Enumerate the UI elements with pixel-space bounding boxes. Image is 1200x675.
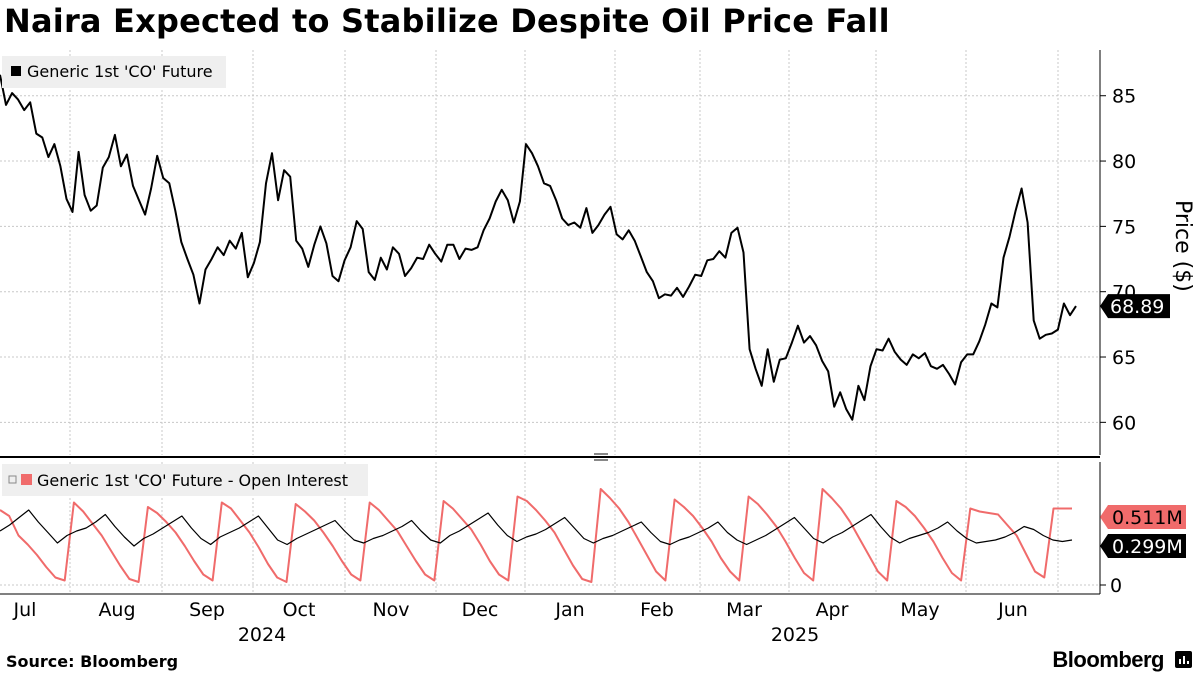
x-tick-label: Jun <box>997 599 1028 621</box>
x-tick-label: Mar <box>726 599 762 621</box>
x-tick-label: Jan <box>554 599 584 621</box>
axes <box>0 50 1106 595</box>
x-tick-label: May <box>900 599 939 621</box>
y-tick-label: 85 <box>1112 86 1136 108</box>
last-price-badge <box>1100 294 1170 319</box>
chart-title: Naira Expected to Stabilize Despite Oil … <box>4 2 890 40</box>
x-tick-label: Sep <box>189 599 225 621</box>
bloomberg-mark-icon <box>1175 651 1192 668</box>
x-year-label: 2025 <box>771 624 819 646</box>
x-tick-label: Oct <box>283 599 316 621</box>
legend-top-bg <box>2 56 226 88</box>
panel-resize-handle <box>594 459 608 461</box>
y-tick-label: 75 <box>1112 216 1136 238</box>
y-tick-label-oi: 0 <box>1110 575 1122 597</box>
y-tick-label: 60 <box>1112 412 1136 434</box>
last-price-label: 68.89 <box>1110 296 1164 318</box>
last-oi-badge <box>1100 505 1186 529</box>
source-note: Source: Bloomberg <box>6 652 179 671</box>
y-axis-title: Price ($) <box>1170 200 1195 292</box>
legend-top-swatch <box>11 66 21 76</box>
legend-bottom-label: Generic 1st 'CO' Future - Open Interest <box>37 471 348 490</box>
last-oi-secondary-badge <box>1100 534 1186 558</box>
x-year-label: 2024 <box>238 624 286 646</box>
marks <box>0 74 1077 583</box>
x-tick-label: Nov <box>372 599 409 621</box>
legend-bottom-expand-icon <box>8 475 17 484</box>
legend-bottom-bg <box>2 464 368 496</box>
price-series-line <box>0 74 1077 421</box>
last-oi-secondary-label: 0.299M <box>1112 536 1183 558</box>
x-tick-label: Dec <box>462 599 499 621</box>
y-tick-label: 80 <box>1112 151 1136 173</box>
y-tick-label: 65 <box>1112 347 1136 369</box>
x-tick-label: Apr <box>816 599 849 621</box>
legend-top-label: Generic 1st 'CO' Future <box>27 62 213 81</box>
open-interest-line <box>0 488 1072 583</box>
x-tick-label: Aug <box>98 599 135 621</box>
panel-resize-handle <box>594 453 608 455</box>
x-tick-label: Feb <box>640 599 674 621</box>
grid <box>0 50 1100 594</box>
bloomberg-logo: Bloomberg <box>1052 647 1164 672</box>
x-tick-label: Jul <box>13 599 37 621</box>
open-interest-secondary-line <box>0 509 1073 547</box>
legend-bottom-swatch <box>21 474 32 485</box>
last-oi-label: 0.511M <box>1112 507 1183 529</box>
